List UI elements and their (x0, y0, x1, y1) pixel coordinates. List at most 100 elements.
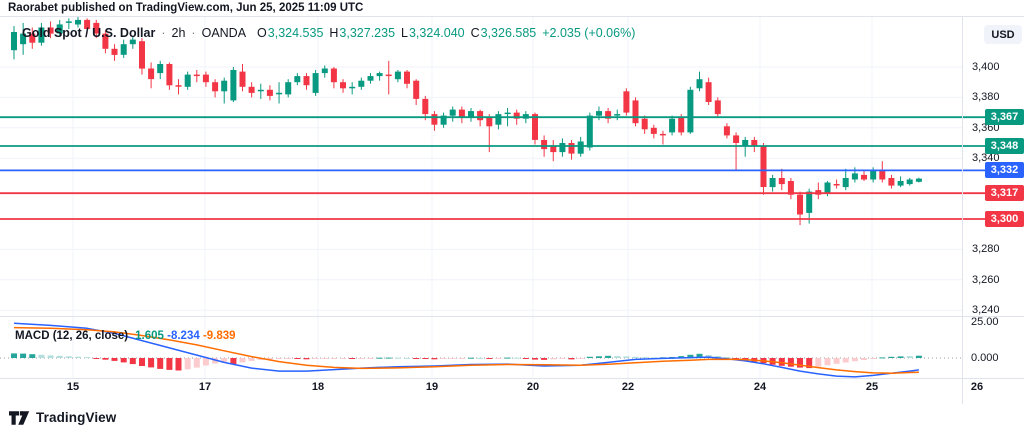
candle (669, 118, 676, 133)
macd-hist-bar (29, 354, 36, 358)
macd-hist-bar (522, 358, 529, 359)
candle (257, 89, 264, 92)
macd-hist-bar (714, 356, 721, 358)
candle (687, 89, 694, 133)
candle (824, 182, 831, 194)
candle (586, 115, 593, 148)
exchange-label: OANDA (201, 26, 247, 40)
tradingview-logo-icon (9, 410, 30, 425)
candle (294, 76, 301, 83)
macd-hist-bar (449, 358, 456, 359)
candle (111, 48, 118, 55)
candle (559, 143, 566, 153)
candle (56, 24, 63, 34)
level-price-badge[interactable]: 3,332 (985, 162, 1024, 178)
symbol-name[interactable]: Gold Spot / U.S. Dollar (22, 26, 156, 40)
macd-hist-bar (495, 358, 502, 359)
date-tick-label: 24 (753, 381, 767, 393)
candle (723, 126, 730, 136)
symbol-legend: Gold Spot / U.S. Dollar · 2h · OANDA O3,… (22, 26, 635, 40)
level-price-badge[interactable]: 3,348 (985, 138, 1024, 154)
candle (915, 178, 922, 182)
macd-hist-bar (833, 358, 840, 364)
macd-hist-bar (687, 354, 694, 358)
macd-hist-bar (824, 358, 831, 366)
macd-hist-bar (56, 355, 63, 358)
candle (20, 33, 27, 45)
change-value: +2.035 (+0.06%) (542, 26, 636, 40)
candle (230, 70, 237, 101)
candle (148, 68, 155, 80)
candle (65, 21, 72, 23)
candle (385, 74, 392, 77)
level-price-badge[interactable]: 3,317 (985, 185, 1024, 201)
candle (394, 71, 401, 80)
candle (504, 112, 511, 115)
candle (47, 27, 54, 34)
level-price-badge[interactable]: 3,367 (985, 109, 1024, 125)
macd-hist-bar (413, 358, 420, 359)
macd-value: -9.839 (202, 330, 236, 342)
candle (568, 143, 575, 154)
candle (303, 76, 310, 86)
macd-hist-bar (376, 357, 383, 359)
candle (440, 115, 447, 125)
macd-hist-bar (330, 358, 337, 359)
macd-hist-bar (38, 354, 45, 358)
candle (733, 135, 740, 143)
candle (166, 64, 173, 86)
macd-hist-bar (787, 358, 794, 367)
price-tick-label: 3,400 (972, 61, 1000, 73)
macd-hist-bar (577, 358, 584, 359)
price-tick-label: 3,340 (972, 152, 1000, 164)
macd-hist-bar (596, 356, 602, 358)
macd-hist-bar (605, 355, 612, 358)
macd-hist-bar (504, 357, 511, 359)
macd-hist-bar (568, 358, 575, 360)
level-price-badge[interactable]: 3,300 (985, 211, 1024, 227)
legend-separator: · (191, 26, 196, 40)
macd-scale-label: 25.00 (971, 316, 999, 328)
candle (449, 109, 456, 116)
candle (321, 68, 328, 74)
date-tick-label: 17 (198, 381, 212, 393)
candle (129, 39, 136, 45)
candle (614, 114, 621, 116)
candle (486, 117, 493, 127)
candle (513, 112, 520, 119)
macd-hist-bar (11, 353, 17, 358)
macd-hist-bar (851, 358, 858, 362)
candle (312, 73, 319, 93)
macd-hist-bar (75, 356, 81, 358)
candle (276, 92, 283, 95)
macd-hist-bar (394, 357, 401, 359)
macd-hist-bar (678, 356, 685, 358)
candle (842, 178, 849, 188)
macd-hist-bar (184, 358, 191, 370)
candle (861, 174, 867, 180)
candle (477, 111, 484, 121)
candle (906, 179, 913, 185)
candle (596, 111, 602, 116)
date-tick-label: 22 (621, 381, 635, 393)
currency-button[interactable]: USD (984, 25, 1022, 44)
candle (851, 173, 858, 180)
price-tick-label: 3,240 (972, 304, 1000, 316)
candle (897, 181, 904, 186)
macd-hist-bar (586, 356, 593, 358)
macd-hist-bar (650, 357, 657, 359)
macd-hist-bar (294, 358, 301, 359)
tradingview-logo[interactable]: TradingView (9, 410, 116, 426)
interval-label[interactable]: 2h (171, 26, 186, 40)
publish-attribution-text: Raorabet published on TradingView.com, J… (8, 2, 364, 14)
macd-hist-bar (102, 358, 109, 360)
date-tick-label: 18 (311, 381, 325, 393)
ohlc-values: O3,324.535 H3,327.235 L3,324.040 C3,326.585… (251, 26, 635, 40)
date-tick-label: 25 (865, 381, 879, 393)
candle (550, 146, 557, 153)
candle (632, 100, 639, 124)
date-tick-label: 15 (66, 381, 80, 393)
macd-title[interactable]: MACD (12, 26, close) (15, 330, 129, 342)
candle (532, 114, 538, 140)
